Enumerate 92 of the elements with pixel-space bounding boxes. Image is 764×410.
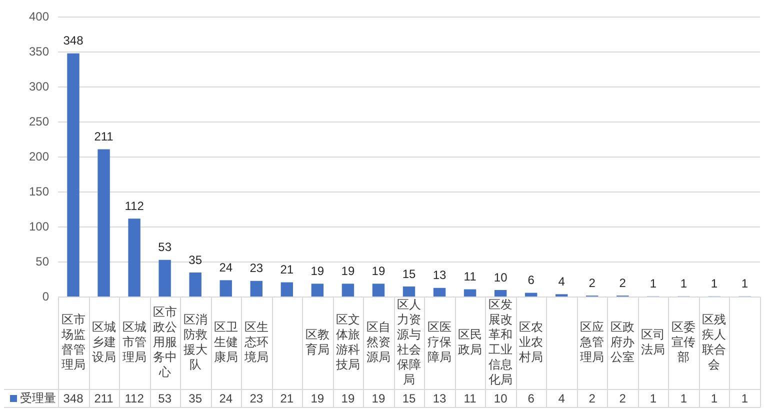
bar: [524, 292, 538, 296]
text: 23: [250, 261, 264, 276]
text: 11: [464, 270, 476, 284]
data-label: 1: [650, 391, 657, 406]
text: 211: [94, 130, 114, 144]
data-label: 19: [310, 391, 324, 406]
text: 19: [372, 264, 386, 278]
x-tick-label: 区消防救援大队: [183, 312, 208, 372]
text: 1: [741, 276, 748, 291]
x-tick-label: 区医疗保障局: [428, 320, 452, 364]
text: 19: [341, 264, 355, 278]
text: 112: [124, 198, 144, 213]
text: 348: [63, 34, 84, 48]
bar: [433, 288, 446, 296]
x-tick-label: 区委宣传部: [672, 320, 696, 364]
x-tick-label: 区城市管理局: [122, 320, 146, 364]
text: 10: [494, 270, 508, 284]
data-label: 1: [710, 391, 718, 406]
text: 35: [188, 252, 202, 267]
bar: [98, 149, 110, 296]
bar: [280, 282, 294, 296]
data-label: 10: [494, 391, 508, 406]
text: 1: [680, 276, 688, 291]
x-tick-label: 区卫生健康局: [214, 320, 238, 364]
data-label: 21: [280, 391, 294, 406]
bar: [250, 280, 262, 296]
text: 15: [402, 266, 416, 281]
data-label: 15: [402, 391, 416, 406]
data-label: 19: [372, 391, 386, 406]
data-label: 24: [219, 391, 233, 406]
text: 6: [528, 273, 534, 288]
data-label: 11: [464, 391, 477, 406]
text: 2: [588, 276, 596, 290]
text: 1: [710, 276, 718, 291]
text: 13: [432, 268, 446, 282]
text: 1: [650, 276, 657, 291]
data-label: 112: [124, 391, 144, 406]
x-tick-label: 区市政公用服务中心: [152, 305, 177, 380]
x-tick-label: 区残疾人联合会: [702, 312, 726, 372]
data-label: 1: [680, 391, 688, 406]
data-label: 19: [341, 391, 355, 406]
x-tick-label: 区市场监督管理局: [60, 312, 86, 372]
text: 21: [280, 262, 294, 277]
x-tick-label: 区教育局: [305, 328, 330, 357]
x-tick-label: 区自然资源局: [366, 320, 390, 364]
bar: [67, 53, 80, 296]
x-tick-label: 区民政局: [458, 328, 482, 357]
data-label: 23: [250, 391, 264, 406]
data-label: 211: [94, 391, 114, 406]
y-tick-label: 400: [28, 9, 50, 24]
x-tick-label: 区司法局: [641, 328, 666, 357]
y-tick-label: 50: [36, 254, 50, 268]
data-label: 35: [188, 391, 202, 406]
data-label: 4: [558, 391, 566, 406]
text: 4: [558, 274, 565, 289]
bar: [494, 290, 507, 296]
x-tick-label: 区城乡建设局: [92, 320, 116, 364]
x-tick-label: 区文体旅游科技局: [334, 312, 360, 372]
data-label: 348: [63, 391, 84, 406]
text: 2: [619, 276, 626, 290]
bar: [372, 284, 385, 296]
bar: [464, 289, 476, 296]
data-label: 1: [741, 391, 748, 406]
y-tick-label: 250: [28, 114, 50, 128]
y-tick-label: 300: [28, 79, 50, 94]
bar: [158, 260, 171, 296]
data-label: 13: [432, 391, 447, 406]
y-tick-label: 200: [28, 149, 50, 164]
data-label: 6: [528, 391, 535, 406]
y-tick-label: 150: [28, 184, 50, 198]
bar: [402, 286, 416, 296]
x-tick-label: 区发展改革和工业信息化局: [488, 298, 513, 387]
bar: [189, 272, 202, 296]
bar: [128, 218, 140, 296]
y-tick-label: 100: [28, 219, 50, 234]
data-label: 53: [158, 391, 172, 406]
x-tick-label: 区人力资源与社会保障局: [397, 298, 421, 387]
data-label: 2: [588, 391, 596, 406]
x-tick-label: 区生态环境局: [243, 320, 268, 364]
legend-label: 受理量: [20, 391, 56, 406]
x-tick-label: 区应急管理局: [579, 320, 604, 364]
x-tick-label: 区农业农村局: [518, 320, 544, 364]
bar: [342, 284, 354, 296]
y-tick-label: 350: [28, 44, 50, 58]
text: 53: [158, 240, 172, 254]
text: 24: [219, 260, 233, 275]
y-tick-label: 0: [42, 289, 50, 304]
data-label: 2: [619, 391, 626, 406]
bar: [311, 284, 324, 296]
bar: [220, 280, 232, 296]
text: 19: [310, 264, 324, 278]
x-tick-label: 区政府办公室: [610, 320, 635, 364]
